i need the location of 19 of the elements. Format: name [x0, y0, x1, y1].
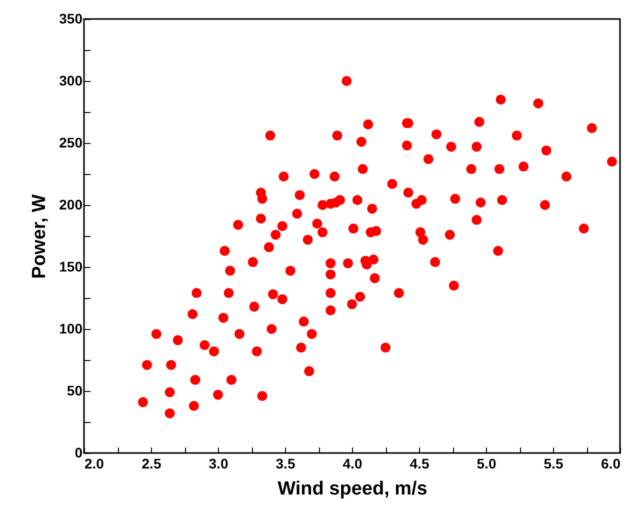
x-tick-label: 3.5 — [276, 456, 296, 472]
y-tick-label: 150 — [59, 258, 83, 274]
x-tick-label: 2.5 — [142, 456, 162, 472]
y-axis-title: Power, W — [29, 194, 50, 279]
x-tick-label: 4.5 — [410, 456, 430, 472]
x-axis-title: Wind speed, m/s — [278, 478, 428, 500]
x-tick-label: 4.0 — [342, 456, 362, 472]
y-tick-label: 0 — [74, 444, 83, 460]
y-tick-label: 250 — [59, 134, 83, 150]
y-tick-label: 200 — [59, 196, 83, 212]
y-tick-label: 100 — [59, 320, 83, 336]
y-tick-label: 300 — [59, 72, 83, 88]
y-tick-label: 350 — [59, 10, 83, 26]
x-tick-label: 5.0 — [476, 456, 496, 472]
x-tick-label: 5.5 — [544, 456, 564, 472]
x-tick-label: 6.0 — [601, 456, 621, 472]
x-tick-label: 2.0 — [84, 456, 104, 472]
x-tick-label: 3.0 — [208, 456, 228, 472]
y-tick-label: 50 — [66, 382, 83, 398]
